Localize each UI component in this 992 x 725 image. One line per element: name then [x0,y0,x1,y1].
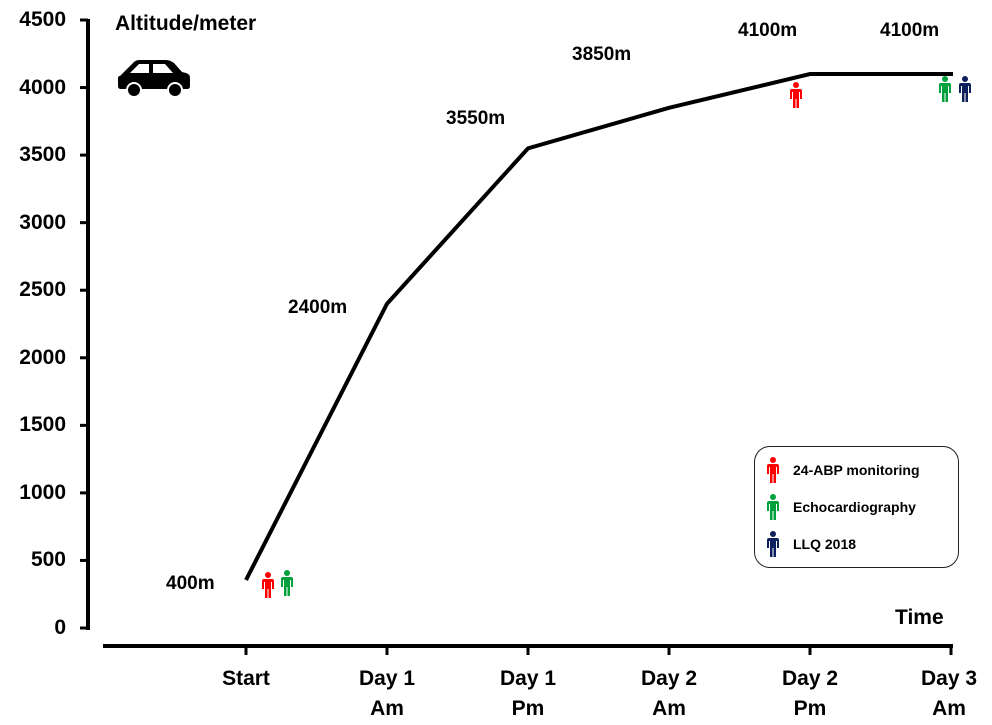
person-icon [262,572,274,598]
y-tick-label: 500 [30,548,66,572]
measurement-markers [262,76,971,598]
y-tick-label: 3000 [19,210,66,234]
legend: 24-ABP monitoring Echocardiography LLQ 2… [754,446,959,568]
x-axis-ticks [244,646,953,655]
point-annotation: 3850m [572,44,632,65]
x-tick-label: Day 2 Pm [781,667,839,720]
y-tick-label: 1000 [19,480,66,504]
x-tick-label: Start [222,667,270,690]
x-tick-label: Day 3 Am [920,667,978,720]
x-axis-title: Time [895,606,944,629]
point-annotation: 4100m [738,20,798,41]
y-axis-ticks [80,18,88,630]
person-icon [959,76,971,102]
point-annotation: 3550m [446,108,506,129]
y-tick-label: 4500 [19,8,66,31]
person-icon [790,82,802,108]
altitude-line [244,72,953,581]
legend-label: 24-ABP monitoring [793,462,920,478]
y-tick-label: 0 [54,616,66,639]
y-tick-label: 2000 [19,345,66,369]
legend-label: Echocardiography [793,499,916,515]
y-axis-title: Altitude/meter [115,12,257,35]
point-annotation: 4100m [880,20,940,41]
legend-item-24-abp: 24-ABP monitoring [767,455,920,485]
person-icon [767,494,779,520]
person-icon [767,531,779,557]
legend-item-llq-2018: LLQ 2018 [767,529,856,559]
person-icon [281,570,293,596]
x-tick-label: Day 2 Am [640,667,698,720]
y-tick-label: 1500 [19,413,66,437]
legend-label: LLQ 2018 [793,536,857,552]
car-icon [118,60,190,98]
person-icon [767,457,779,483]
legend-item-echocardiography: Echocardiography [767,492,916,522]
y-tick-label: 2500 [19,278,66,302]
x-tick-label: Day 1 Pm [499,667,557,720]
x-tick-label: Day 1 Am [358,667,416,720]
y-tick-label: 4000 [19,75,66,99]
point-annotation: 2400m [288,297,348,318]
person-icon [939,76,951,102]
point-annotation: 400m [166,573,215,594]
y-tick-label: 3500 [19,143,66,167]
